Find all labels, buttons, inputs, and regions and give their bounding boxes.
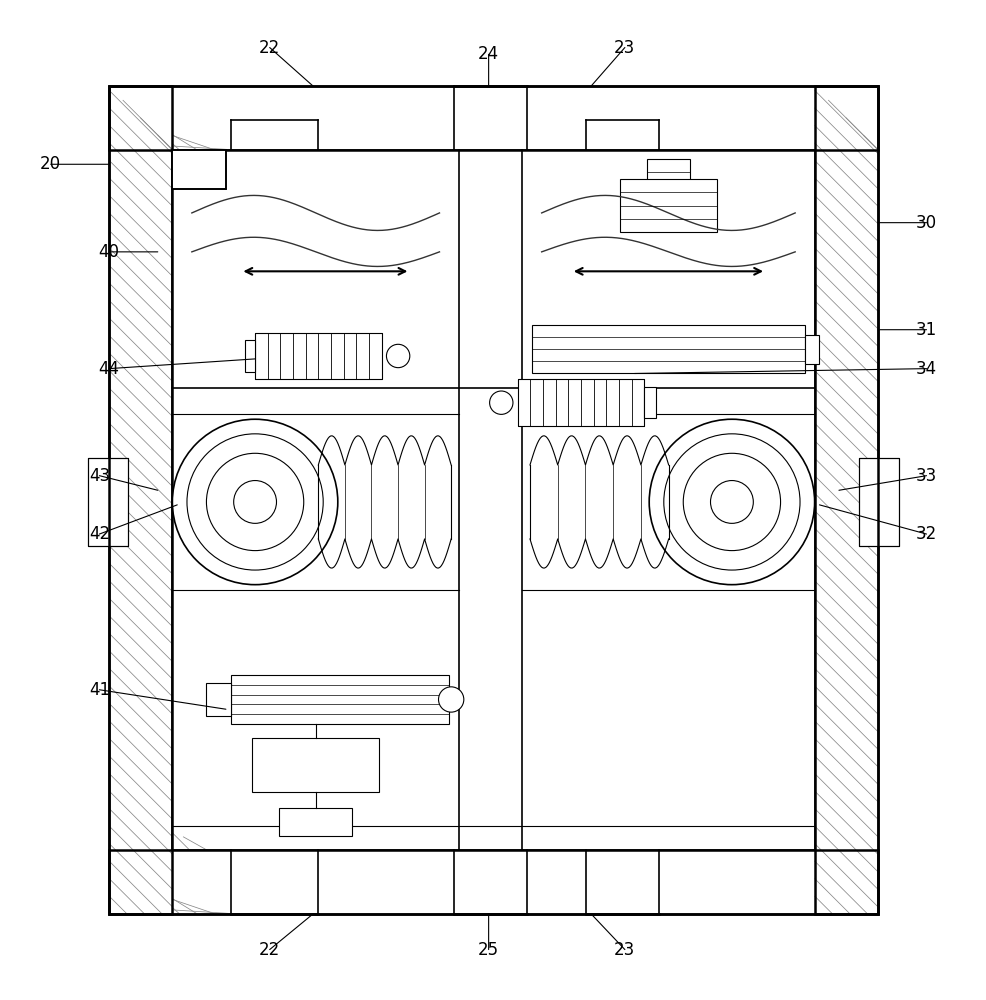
Bar — [88, 458, 128, 546]
Bar — [173, 150, 813, 850]
Text: 40: 40 — [99, 243, 119, 261]
Bar — [644, 387, 656, 418]
Text: 24: 24 — [477, 45, 499, 63]
Bar — [246, 340, 254, 372]
Bar — [858, 458, 898, 546]
Bar — [586, 850, 659, 914]
Bar — [109, 86, 877, 150]
Text: 30: 30 — [915, 214, 936, 232]
Bar — [646, 159, 689, 184]
Bar — [804, 335, 818, 364]
Text: 23: 23 — [613, 941, 635, 959]
Text: 31: 31 — [915, 321, 937, 339]
Text: 22: 22 — [258, 941, 280, 959]
Text: 23: 23 — [613, 39, 635, 57]
Bar — [109, 850, 877, 914]
Bar — [109, 86, 173, 914]
Bar — [231, 86, 318, 150]
Text: 41: 41 — [89, 681, 109, 699]
Bar — [173, 826, 813, 850]
Bar — [231, 850, 318, 914]
Text: 43: 43 — [89, 467, 109, 485]
Circle shape — [710, 481, 752, 523]
Circle shape — [664, 434, 800, 570]
Bar — [454, 77, 527, 150]
Bar — [586, 86, 659, 150]
Text: 32: 32 — [915, 525, 937, 543]
Circle shape — [682, 453, 780, 551]
Bar — [619, 179, 717, 232]
Bar — [109, 86, 877, 150]
Bar — [531, 325, 804, 373]
Circle shape — [206, 453, 304, 551]
Bar — [173, 150, 226, 189]
Circle shape — [649, 419, 813, 585]
Text: 34: 34 — [915, 360, 936, 378]
Bar — [252, 738, 379, 792]
Bar — [231, 675, 449, 724]
Circle shape — [489, 391, 513, 414]
Circle shape — [186, 434, 322, 570]
Bar — [454, 841, 527, 914]
Circle shape — [387, 344, 409, 368]
Text: 22: 22 — [258, 39, 280, 57]
Circle shape — [173, 419, 337, 585]
Bar — [279, 808, 352, 836]
Bar — [88, 458, 128, 546]
Text: 25: 25 — [477, 941, 499, 959]
Bar — [858, 458, 898, 546]
Text: 44: 44 — [99, 360, 119, 378]
Text: 33: 33 — [915, 467, 937, 485]
Bar — [813, 86, 877, 914]
Text: 42: 42 — [89, 525, 109, 543]
Bar — [254, 333, 382, 379]
Bar — [109, 850, 877, 914]
Bar — [518, 379, 644, 426]
Bar — [173, 826, 813, 850]
Bar — [109, 86, 877, 914]
Circle shape — [234, 481, 276, 523]
Bar — [173, 150, 226, 189]
Bar — [109, 86, 173, 914]
Bar — [206, 683, 231, 716]
Text: 20: 20 — [40, 155, 61, 173]
Circle shape — [438, 687, 463, 712]
Bar — [813, 86, 877, 914]
Bar — [173, 150, 813, 850]
